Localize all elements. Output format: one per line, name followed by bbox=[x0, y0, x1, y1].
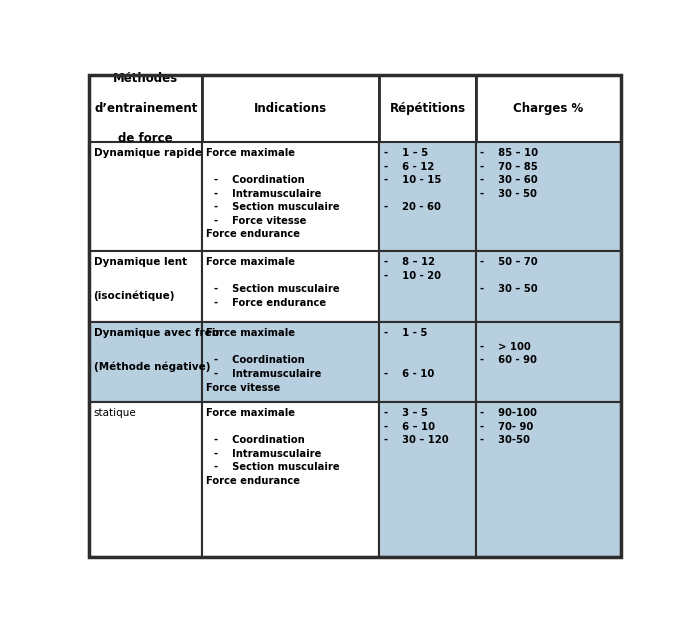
Bar bbox=[476, 323, 621, 403]
Bar bbox=[202, 142, 379, 252]
Text: Indications: Indications bbox=[254, 103, 327, 115]
Text: -    6 - 12: - 6 - 12 bbox=[384, 162, 434, 172]
Text: Méthodes

d’entrainement

de force: Méthodes d’entrainement de force bbox=[94, 72, 198, 145]
Text: -    Section musculaire: - Section musculaire bbox=[214, 284, 340, 294]
Text: Force maximale: Force maximale bbox=[207, 328, 295, 338]
Bar bbox=[379, 252, 476, 323]
Text: -    10 - 15: - 10 - 15 bbox=[384, 175, 441, 186]
Bar bbox=[89, 323, 202, 403]
Bar bbox=[379, 403, 476, 557]
Bar bbox=[476, 142, 621, 252]
Text: -    Force endurance: - Force endurance bbox=[214, 298, 326, 308]
Text: -    30 – 120: - 30 – 120 bbox=[384, 435, 448, 445]
Text: -    1 – 5: - 1 – 5 bbox=[384, 148, 428, 158]
Text: Dynamique rapide: Dynamique rapide bbox=[94, 148, 202, 158]
Bar bbox=[379, 75, 476, 142]
Text: Charges %: Charges % bbox=[514, 103, 584, 115]
Text: -    Coordination: - Coordination bbox=[214, 435, 305, 445]
Text: -    6 – 10: - 6 – 10 bbox=[384, 422, 435, 431]
Text: -    10 - 20: - 10 - 20 bbox=[384, 270, 441, 281]
Text: -    50 – 70: - 50 – 70 bbox=[480, 257, 538, 267]
Text: -    Coordination: - Coordination bbox=[214, 175, 305, 186]
Bar bbox=[476, 75, 621, 142]
Text: -    Force vitesse: - Force vitesse bbox=[214, 216, 307, 226]
Text: Force maximale: Force maximale bbox=[207, 408, 295, 418]
Text: -    3 – 5: - 3 – 5 bbox=[384, 408, 428, 418]
Text: Force vitesse: Force vitesse bbox=[207, 382, 281, 392]
Text: -    Coordination: - Coordination bbox=[214, 355, 305, 365]
Bar bbox=[379, 323, 476, 403]
Text: Force maximale: Force maximale bbox=[207, 257, 295, 267]
Bar bbox=[202, 75, 379, 142]
Text: Force endurance: Force endurance bbox=[207, 230, 300, 240]
Text: -    > 100: - > 100 bbox=[480, 342, 531, 352]
Bar bbox=[89, 75, 202, 142]
Bar bbox=[202, 403, 379, 557]
Bar bbox=[202, 323, 379, 403]
Bar bbox=[89, 142, 202, 252]
Text: -    30 - 50: - 30 - 50 bbox=[480, 189, 537, 199]
Text: -    Section musculaire: - Section musculaire bbox=[214, 203, 340, 213]
Text: -    85 – 10: - 85 – 10 bbox=[480, 148, 538, 158]
Text: -    1 - 5: - 1 - 5 bbox=[384, 328, 427, 338]
Text: -    Section musculaire: - Section musculaire bbox=[214, 462, 340, 472]
Text: -    20 - 60: - 20 - 60 bbox=[384, 203, 441, 213]
Text: Dynamique lent

(isocinétique): Dynamique lent (isocinétique) bbox=[94, 257, 186, 301]
Text: -    Intramusculaire: - Intramusculaire bbox=[214, 189, 322, 199]
Text: statique: statique bbox=[94, 408, 137, 418]
Bar bbox=[202, 252, 379, 323]
Text: Répétitions: Répétitions bbox=[389, 103, 466, 115]
Text: -    30 – 50: - 30 – 50 bbox=[480, 284, 538, 294]
Text: Force endurance: Force endurance bbox=[207, 476, 300, 486]
Bar bbox=[476, 403, 621, 557]
Text: -    8 – 12: - 8 – 12 bbox=[384, 257, 435, 267]
Text: -    30 – 60: - 30 – 60 bbox=[480, 175, 538, 186]
Bar bbox=[89, 403, 202, 557]
Bar bbox=[379, 142, 476, 252]
Text: -    6 - 10: - 6 - 10 bbox=[384, 369, 434, 379]
Text: -    60 - 90: - 60 - 90 bbox=[480, 355, 537, 365]
Text: -    Intramusculaire: - Intramusculaire bbox=[214, 449, 322, 459]
Bar bbox=[476, 252, 621, 323]
Text: Force maximale: Force maximale bbox=[207, 148, 295, 158]
Text: -    90-100: - 90-100 bbox=[480, 408, 537, 418]
Bar bbox=[89, 252, 202, 323]
Text: -    Intramusculaire: - Intramusculaire bbox=[214, 369, 322, 379]
Text: -    70 – 85: - 70 – 85 bbox=[480, 162, 538, 172]
Text: -    70- 90: - 70- 90 bbox=[480, 422, 534, 431]
Text: Dynamique avec frein

(Méthode négative): Dynamique avec frein (Méthode négative) bbox=[94, 328, 222, 372]
Text: -    30-50: - 30-50 bbox=[480, 435, 530, 445]
